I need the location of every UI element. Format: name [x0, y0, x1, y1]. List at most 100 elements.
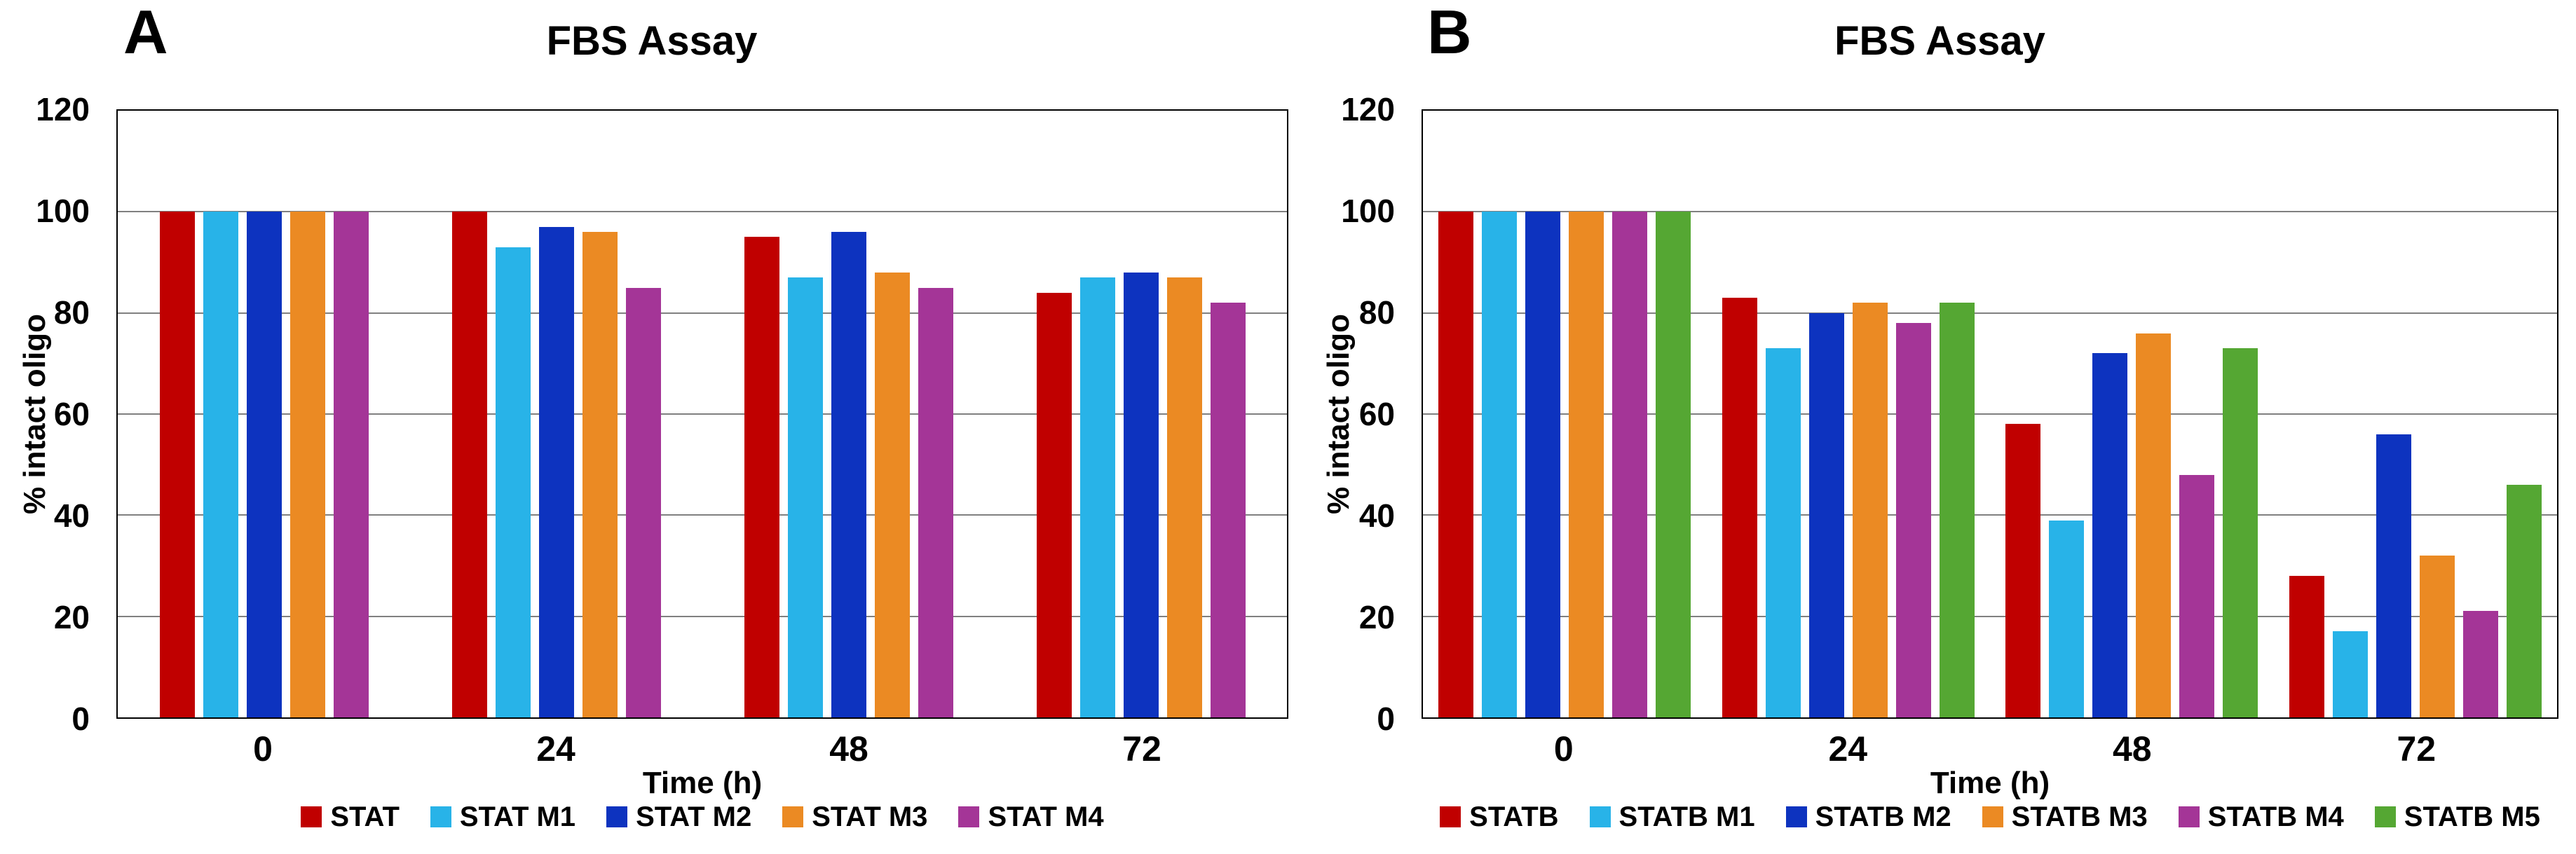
- bar-statb-m4-24h: [1895, 323, 1931, 717]
- y-tick-label-80: 80: [53, 294, 90, 331]
- bar-stat-m3-0h: [289, 212, 325, 717]
- x-tick-label-0: 0: [253, 729, 273, 769]
- y-tick-label-0: 0: [1377, 701, 1395, 737]
- legend-label-stat-m1: STAT M1: [459, 801, 576, 832]
- y-tick-label-100: 100: [36, 193, 90, 229]
- bar-stat-m3-24h: [582, 232, 618, 717]
- panel-a: A FBS Assay % intact oligo 0 20 40 60 80 100 1…: [0, 1, 1288, 832]
- bar-groups-a: [118, 111, 1287, 717]
- bar-statb-m3-0h: [1569, 212, 1604, 717]
- y-axis-ticks-a: 0 20 40 60 80 100 120: [0, 93, 116, 735]
- x-tick-label-48: 48: [829, 729, 868, 769]
- bar-stat-m2-72h: [1123, 272, 1159, 717]
- y-axis-ticks-b: 0 20 40 60 80 100 120: [1304, 93, 1422, 735]
- legend-label-statb-m2: STATB M2: [1815, 801, 1951, 832]
- bar-groups-b: [1423, 111, 2557, 717]
- bar-statb-0h: [1438, 212, 1474, 717]
- gridline-20: [1423, 615, 2557, 617]
- y-tick-label-40: 40: [1358, 497, 1395, 535]
- legend-swatch-stat-m3: [782, 806, 804, 827]
- y-tick-label-20: 20: [1358, 599, 1395, 636]
- y-tick-label-20: 20: [53, 599, 90, 636]
- gridline-40: [118, 514, 1287, 516]
- bar-statb-24h: [1722, 298, 1757, 717]
- bar-stat-m1-24h: [495, 247, 531, 717]
- legend-label-stat-m3: STAT M3: [812, 801, 928, 832]
- x-tick-label-72: 72: [1122, 729, 1161, 769]
- x-tick-label-72: 72: [2397, 729, 2437, 769]
- gridline-80: [1423, 312, 2557, 314]
- legend-swatch-statb-m5: [2374, 806, 2396, 827]
- bar-statb-m2-72h: [2376, 434, 2411, 717]
- bar-stat-m4-48h: [918, 287, 953, 717]
- bar-stat-m1-72h: [1079, 277, 1115, 717]
- bar-stat-24h: [451, 212, 487, 717]
- legend-swatch-stat-m2: [606, 806, 628, 827]
- gridline-80: [118, 312, 1287, 314]
- legend-label-statb-m3: STATB M3: [2011, 801, 2148, 832]
- bar-statb-m1-0h: [1482, 212, 1518, 717]
- gridlines-a: [118, 111, 1287, 717]
- legend-item-statb-m4: STATB M4: [2178, 801, 2344, 832]
- bar-group-24h: [1707, 111, 1991, 717]
- bar-group-24h: [410, 111, 702, 717]
- bar-stat-m1-48h: [787, 277, 823, 717]
- bar-stat-m3-72h: [1166, 277, 1202, 717]
- bar-statb-m2-0h: [1525, 212, 1561, 717]
- bar-statb-m1-72h: [2332, 631, 2368, 717]
- x-axis-title-b: Time (h): [1930, 766, 2050, 800]
- gridline-100: [118, 211, 1287, 213]
- y-tick-label-40: 40: [53, 497, 90, 535]
- chart-title-a: FBS Assay: [546, 18, 758, 64]
- legend-item-stat: STAT: [301, 803, 400, 831]
- bar-statb-m5-24h: [1939, 303, 1975, 717]
- y-tick-label-120: 120: [1341, 91, 1395, 128]
- bar-statb-72h: [2289, 575, 2324, 717]
- bar-statb-m1-24h: [1765, 348, 1801, 717]
- legend-label-statb: STATB: [1469, 801, 1559, 832]
- legend-label-statb-m5: STATB M5: [2404, 801, 2540, 832]
- x-tick-label-24: 24: [1828, 729, 1868, 769]
- gridline-100: [1423, 211, 2557, 213]
- bar-stat-m4-0h: [333, 212, 369, 717]
- bar-statb-m3-72h: [2419, 556, 2455, 717]
- legend-item-statb: STATB: [1440, 801, 1559, 832]
- legend-label-statb-m4: STATB M4: [2207, 801, 2344, 832]
- legend-item-statb-m1: STATB M1: [1589, 803, 1755, 831]
- bar-stat-m4-72h: [1210, 303, 1246, 717]
- bar-group-72h: [995, 111, 1287, 717]
- legend-swatch-statb-m4: [2178, 806, 2200, 827]
- bar-statb-48h: [2005, 424, 2041, 717]
- bar-statb-m4-0h: [1612, 212, 1648, 717]
- bar-statb-m5-48h: [2223, 348, 2258, 717]
- bar-stat-0h: [159, 212, 195, 717]
- gridline-40: [1423, 514, 2557, 516]
- y-tick-label-80: 80: [1358, 294, 1395, 331]
- panel-b-label: B: [1427, 0, 1472, 67]
- bar-stat-m2-24h: [538, 226, 574, 717]
- y-tick-label-60: 60: [53, 396, 90, 432]
- x-tick-label-24: 24: [536, 729, 575, 769]
- x-tick-label-0: 0: [1553, 729, 1574, 769]
- x-axis-ticks-b: 0 24 48 72: [1422, 731, 2558, 766]
- legend-b: STATB STATB M1 STATB M2 STATB M3 STATB M4 STA…: [1422, 803, 2558, 831]
- bar-statb-m5-72h: [2506, 485, 2542, 717]
- bar-group-0h: [118, 111, 410, 717]
- legend-swatch-stat-m4: [958, 806, 980, 827]
- bar-stat-m1-0h: [203, 212, 238, 717]
- legend-label-stat: STAT: [330, 801, 400, 832]
- x-axis-ticks-a: 0 24 48 72: [116, 731, 1288, 766]
- legend-label-stat-m4: STAT M4: [988, 801, 1104, 832]
- legend-swatch-stat-m1: [430, 806, 451, 827]
- x-axis-title-a: Time (h): [642, 766, 763, 800]
- bar-statb-m2-48h: [2092, 353, 2128, 717]
- legend-item-stat-m3: STAT M3: [782, 803, 927, 831]
- bar-stat-48h: [744, 237, 779, 717]
- legend-item-statb-m3: STATB M3: [1982, 803, 2148, 831]
- bar-group-72h: [2274, 111, 2558, 717]
- bar-stat-m2-48h: [831, 232, 866, 717]
- legend-item-stat-m4: STAT M4: [958, 801, 1104, 832]
- bar-statb-m1-48h: [2049, 520, 2085, 717]
- plot-area-a: [116, 109, 1288, 719]
